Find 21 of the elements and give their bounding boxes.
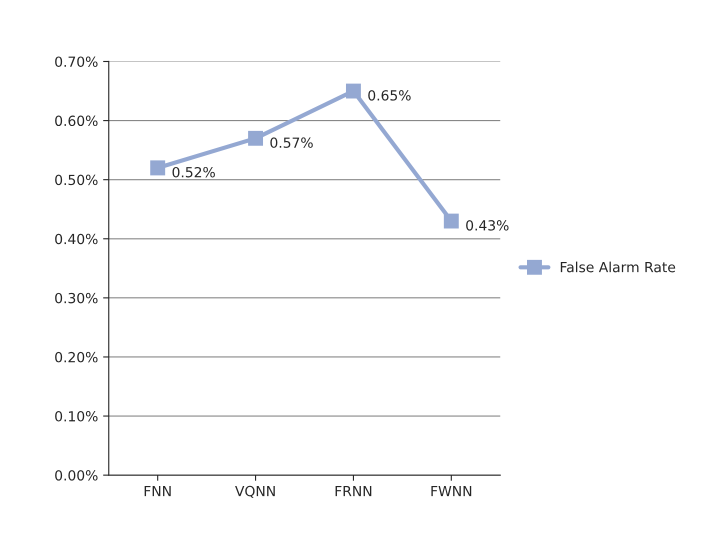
data-label: 0.57% [270,137,313,148]
x-tick-label: FRNN [336,486,372,496]
y-tick-label: 0.60% [55,116,98,126]
data-label: 0.52% [172,166,215,178]
y-tick-label: 0.40% [55,234,98,244]
point [444,214,459,229]
data-label: 0.43% [466,220,509,231]
y-tick-label: 0.10% [55,411,98,422]
y-tick-label: 0.00% [55,470,98,481]
legend-label: False Alarm Rate [560,262,676,272]
point [346,84,361,98]
x-tick-label: VQNN [235,486,275,498]
y-tick-label: 0.20% [55,352,98,362]
y-tick-label: 0.70% [55,56,98,67]
point [248,130,264,146]
data-label: 0.65% [368,90,411,101]
x-tick-label: FNN [144,486,171,496]
y-tick-label: 0.50% [55,174,98,186]
y-tick-label: 0.30% [55,292,98,304]
x-tick-label: FWNN [431,486,472,496]
point [150,160,166,176]
